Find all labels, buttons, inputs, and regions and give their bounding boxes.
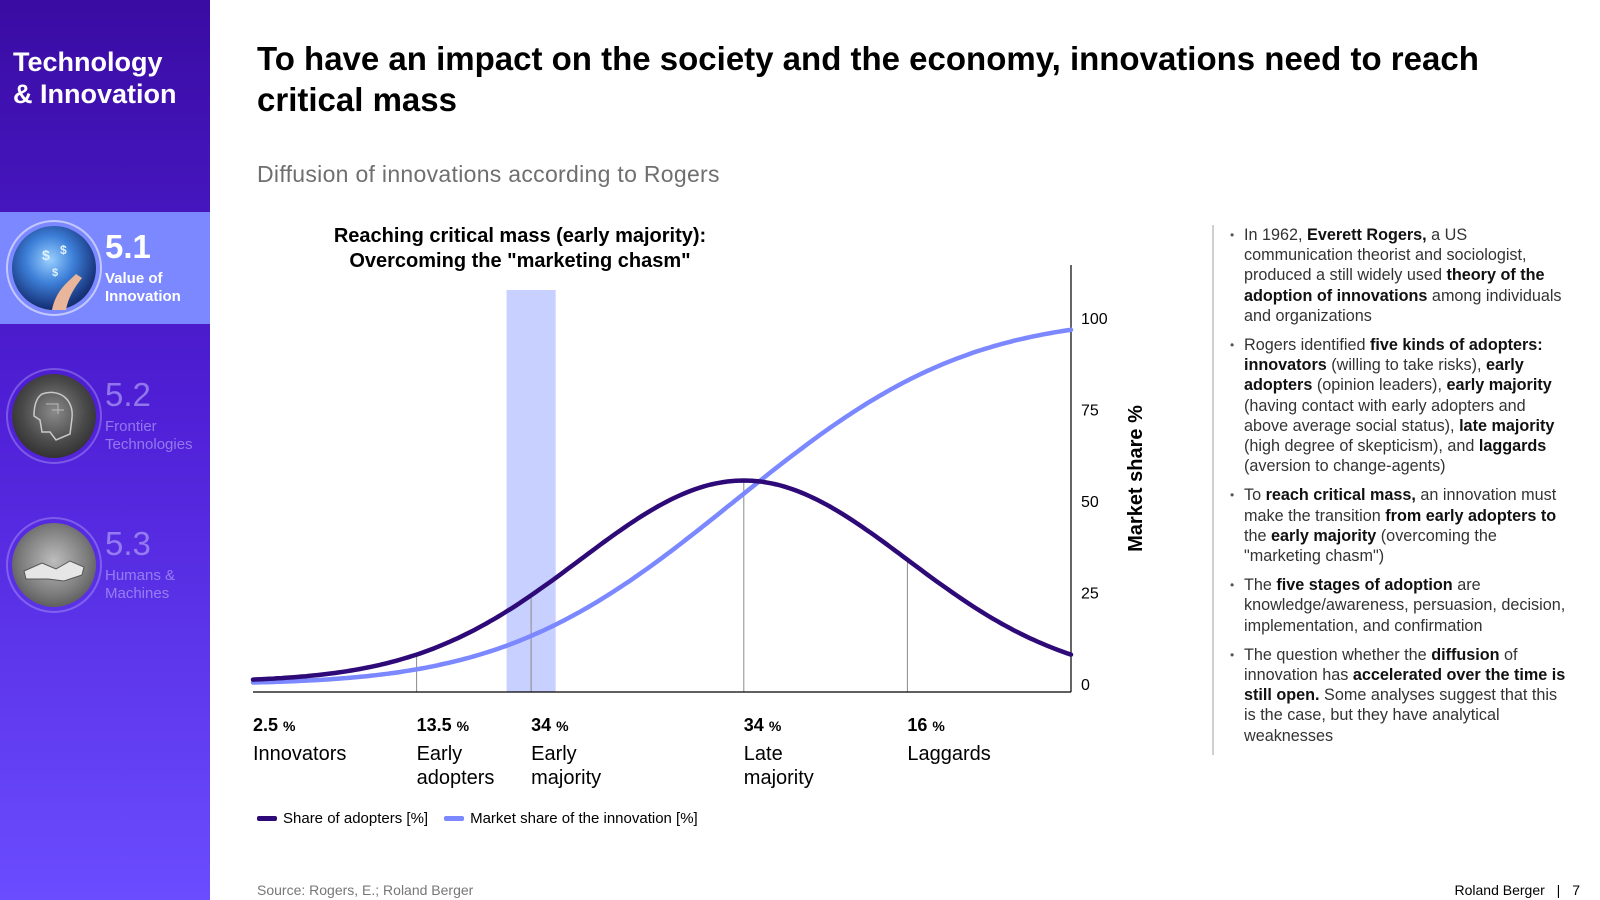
circuit-head-icon [12, 374, 96, 458]
footer: Roland Berger | 7 [1455, 882, 1581, 898]
category-label: 34 % Early majority [531, 715, 601, 790]
legend-label: Share of adopters [%] [283, 810, 429, 827]
category-name-line: Laggards [907, 743, 991, 765]
legend-item: Market share of the innovation [%] [444, 810, 698, 827]
section-label: Value of Innovation [105, 270, 209, 306]
percent-sign: % [768, 718, 782, 734]
category-percent: 13.5 % [416, 715, 470, 735]
chart-legend: Share of adopters [%] Market share of th… [257, 810, 698, 827]
section-label-line: Humans & [105, 567, 176, 584]
legend-label: Market share of the innovation [%] [470, 810, 698, 827]
sidebar-section-5-3[interactable]: 5.3 Humans & Machines [0, 509, 210, 621]
source-note: Source: Rogers, E.; Roland Berger [257, 882, 474, 898]
sidebar-brand: Technology & Innovation [13, 46, 177, 110]
category-name: Laggards [907, 742, 990, 766]
note-bullet: To reach critical mass, an innovation mu… [1230, 485, 1567, 566]
category-percent: 34 % [743, 715, 782, 735]
chasm-band [506, 290, 556, 692]
category-name-line: Early [416, 743, 463, 765]
note-bullet: Rogers identified five kinds of adopters… [1230, 335, 1567, 476]
chart-title-line: Overcoming the "marketing chasm" [349, 250, 691, 272]
category-percent: 16 % [907, 715, 945, 735]
chart-title: Reaching critical mass (early majority):… [290, 224, 750, 274]
y-axis-label: Market share % [1125, 405, 1147, 552]
legend-item: Share of adopters [%] [257, 810, 428, 827]
category-percent: 2.5 % [253, 715, 296, 735]
y-tick-label: 25 [1081, 586, 1099, 603]
category-label: 16 % Laggards [907, 715, 990, 766]
percent-sign: % [932, 718, 945, 734]
sidebar-section-5-1[interactable]: $ $ $ 5.1 Value of Innovation [0, 212, 210, 324]
section-ring [6, 368, 102, 464]
section-number: 5.2 [105, 376, 151, 413]
page-title: To have an impact on the society and the… [257, 40, 1479, 118]
category-name-line: Innovators [253, 743, 347, 765]
page-subtitle: Diffusion of innovations according to Ro… [257, 161, 720, 187]
section-label-line: Value of [105, 270, 163, 287]
category-name: Early majority [531, 742, 601, 790]
legend-swatch [444, 816, 465, 821]
dollar-hand-icon: $ $ $ [12, 226, 96, 310]
y-tick-label: 75 [1081, 403, 1099, 420]
handshake-icon [12, 523, 96, 607]
sidebar: Technology & Innovation $ $ $ 5.1 Value … [0, 0, 210, 900]
svg-text:$: $ [42, 247, 50, 263]
percent-sign: % [456, 718, 470, 734]
note-bullet: In 1962, Everett Rogers, a US communicat… [1230, 225, 1567, 326]
category-name: Innovators [253, 742, 346, 766]
section-ring [6, 220, 102, 316]
section-ring [6, 517, 102, 613]
brand-line-2: & Innovation [13, 79, 177, 109]
category-label: 2.5 % Innovators [253, 715, 346, 766]
category-name: Early adopters [417, 742, 495, 790]
section-number: 5.3 [105, 525, 151, 562]
section-label: Humans & Machines [105, 567, 209, 603]
section-label-line: Frontier [105, 418, 157, 435]
note-bullet: The question whether the diffusion of in… [1230, 645, 1567, 746]
series-line-share-of-adopters [250, 478, 1074, 682]
svg-text:$: $ [52, 267, 58, 279]
footer-separator: | [1556, 882, 1561, 898]
category-label: 34 % Late majority [744, 715, 814, 790]
y-tick-label: 50 [1081, 494, 1099, 511]
category-name-line: Early [531, 743, 577, 765]
section-label-line: Innovation [105, 288, 181, 305]
footer-brand: Roland Berger [1454, 882, 1545, 898]
category-name-line: majority [531, 767, 602, 789]
category-name-line: majority [743, 767, 814, 789]
chart-title-line: Reaching critical mass (early majority): [333, 225, 707, 247]
brand-line-1: Technology [13, 47, 163, 77]
note-bullet: The five stages of adoption are knowledg… [1230, 575, 1567, 636]
section-number: 5.1 [105, 228, 151, 265]
series-line-market-share [250, 327, 1074, 685]
section-label: Frontier Technologies [105, 418, 209, 454]
notes-panel: In 1962, Everett Rogers, a US communicat… [1212, 225, 1567, 755]
section-label-line: Machines [105, 585, 170, 602]
category-label: 13.5 % Early adopters [417, 715, 495, 790]
svg-text:$: $ [60, 243, 67, 257]
section-label-line: Technologies [105, 436, 193, 453]
category-name-line: adopters [416, 767, 495, 789]
y-tick-label: 100 [1081, 311, 1108, 328]
y-tick-label: 0 [1081, 677, 1090, 694]
category-name-line: Late [743, 743, 783, 765]
category-percent: 34 % [531, 715, 569, 735]
percent-sign: % [556, 718, 569, 734]
page-number: 7 [1572, 882, 1580, 898]
category-name: Late majority [744, 742, 814, 790]
sidebar-section-5-2[interactable]: 5.2 Frontier Technologies [0, 360, 210, 472]
legend-swatch [257, 816, 277, 821]
percent-sign: % [283, 718, 296, 734]
